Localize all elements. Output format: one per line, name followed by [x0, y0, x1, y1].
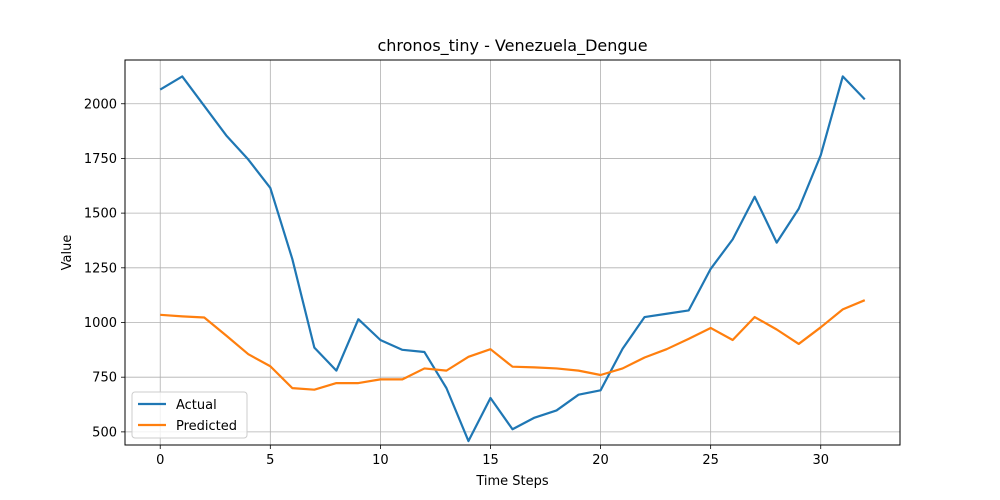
x-tick-label: 25	[702, 453, 719, 468]
x-axis-label: Time Steps	[475, 474, 549, 489]
series-line-actual	[159, 75, 866, 443]
series-line-predicted	[160, 299, 866, 391]
series-layer	[159, 75, 866, 443]
y-tick-label: 1000	[84, 316, 117, 331]
legend: Actual Predicted	[131, 391, 248, 439]
x-tick-label: 10	[372, 453, 389, 468]
x-tick-label: 20	[592, 453, 609, 468]
x-tick-label: 15	[482, 453, 499, 468]
y-tick-label: 500	[92, 425, 117, 440]
y-tick-label: 1250	[84, 261, 117, 276]
x-tick-label: 5	[266, 453, 274, 468]
chart-title: chronos_tiny - Venezuela_Dengue	[377, 36, 647, 56]
y-axis: 500 750 1000 1250 1500 1750 2000	[84, 97, 125, 440]
legend-label-predicted: Predicted	[176, 419, 237, 434]
x-tick-label: 0	[156, 453, 164, 468]
y-tick-label: 1500	[84, 207, 117, 222]
plot-frame	[124, 59, 901, 446]
x-tick-label: 30	[812, 453, 829, 468]
legend-label-actual: Actual	[176, 398, 217, 413]
x-axis: 0 5 10 15 20 25 30	[156, 445, 829, 468]
y-tick-label: 750	[92, 371, 117, 386]
y-tick-label: 1750	[84, 152, 117, 167]
grid	[125, 60, 900, 445]
y-tick-label: 2000	[84, 97, 117, 112]
y-axis-label: Value	[60, 235, 75, 271]
